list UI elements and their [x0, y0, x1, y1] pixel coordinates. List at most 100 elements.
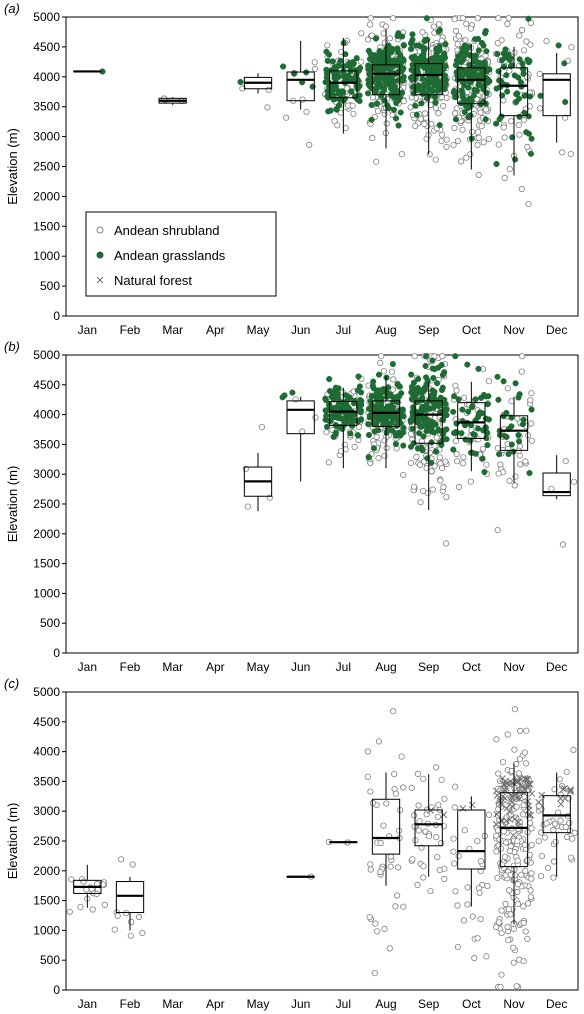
shrubland-point [460, 917, 468, 924]
forest-point [525, 802, 533, 810]
x-tick-label: Jan [78, 997, 97, 1011]
x-tick-label: Jun [291, 660, 310, 674]
x-tick-label: May [247, 997, 270, 1011]
grassland-point [493, 120, 500, 127]
grassland-point [409, 55, 417, 63]
shrubland-point [511, 746, 518, 753]
iqr-box [499, 415, 529, 451]
shrubland-point [524, 900, 532, 907]
shrubland-point [495, 141, 502, 148]
shrubland-point [557, 817, 564, 824]
grassland-point [337, 57, 344, 64]
shrubland-point [420, 863, 427, 870]
x-tick-label: Apr [206, 660, 225, 674]
shrubland-point [415, 802, 422, 809]
shrubland-point [493, 736, 500, 743]
grassland-point [397, 52, 404, 59]
box-jun [286, 396, 315, 482]
grassland-point [471, 86, 478, 93]
x-tick-label: Mar [162, 997, 183, 1011]
legend-label: Andean shrubland [114, 223, 220, 238]
shrubland-point [524, 935, 531, 943]
grassland-point [428, 459, 435, 466]
grassland-point [365, 431, 373, 439]
shrubland-point [498, 929, 505, 937]
shrubland-point [562, 457, 569, 465]
grassland-point [519, 60, 526, 67]
grassland-point [440, 416, 447, 424]
shrubland-point [478, 123, 485, 130]
forest-point [508, 793, 516, 801]
shrubland-point [570, 478, 578, 485]
shrubland-point [367, 866, 374, 873]
box-may [243, 73, 273, 94]
shrubland-point [516, 727, 524, 735]
grassland-point [365, 77, 372, 84]
forest-point [502, 784, 510, 792]
grassland-point [354, 432, 361, 439]
iqr-box [286, 400, 315, 435]
shrubland-point [387, 863, 394, 870]
shrubland-point [516, 131, 523, 138]
grassland-point [416, 430, 423, 437]
x-tick-label: Aug [375, 323, 396, 337]
shrubland-point [400, 471, 407, 479]
shrubland-point [516, 32, 523, 39]
iqr-box [499, 67, 529, 117]
panel-label: (c) [4, 676, 19, 691]
shrubland-point [436, 454, 443, 461]
grassland-point [469, 403, 476, 410]
shrubland-point [528, 420, 535, 427]
grassland-point [475, 425, 482, 432]
grassland-point [399, 406, 406, 413]
shrubland-point [510, 925, 517, 933]
shrubland-point [454, 137, 461, 144]
shrubland-point [358, 30, 365, 37]
grassland-point [475, 365, 482, 372]
forest-point [521, 775, 529, 783]
shrubland-point [463, 154, 470, 161]
x-tick-label: Jan [78, 660, 97, 674]
x-tick-label: Oct [462, 660, 481, 674]
shrubland-point [528, 390, 535, 397]
y-tick-label: 2000 [33, 527, 60, 541]
iqr-box [542, 795, 571, 834]
grassland-point [470, 431, 477, 438]
x-tick-label: May [247, 323, 270, 337]
shrubland-point [394, 864, 402, 871]
shrubland-point [429, 486, 436, 493]
legend-label: Andean grasslands [114, 248, 226, 263]
shrubland-point [410, 483, 418, 490]
grassland-point [373, 402, 380, 410]
grassland-point [364, 90, 372, 97]
grassland-point [438, 386, 446, 394]
shrubland-point [375, 454, 382, 462]
x-tick-label: Apr [206, 997, 225, 1011]
shrubland-point [537, 873, 545, 880]
shrubland-point [452, 888, 459, 895]
shrubland-point [324, 42, 331, 49]
grassland-point [415, 86, 422, 93]
grassland-point [480, 84, 487, 91]
box-sep [414, 40, 443, 155]
y-tick-label: 3000 [33, 130, 60, 144]
grassland-point [331, 64, 338, 71]
grassland-point [484, 442, 491, 449]
grassland-point [467, 103, 474, 110]
shrubland-point [414, 881, 421, 889]
shrubland-point [373, 158, 380, 165]
forest-point [505, 808, 513, 815]
grassland-point [430, 399, 437, 406]
shrubland-point [459, 15, 466, 22]
shrubland-point [543, 37, 550, 45]
shrubland-point [516, 452, 523, 459]
shrubland-point [350, 110, 357, 117]
shrubland-point [569, 835, 576, 842]
grassland-point [400, 42, 407, 49]
box-oct [457, 381, 486, 472]
grassland-point [475, 411, 482, 418]
grassland-point [479, 455, 486, 462]
forest-point [535, 798, 543, 806]
grassland-point [418, 100, 425, 107]
legend-shrubland-marker [96, 226, 104, 234]
